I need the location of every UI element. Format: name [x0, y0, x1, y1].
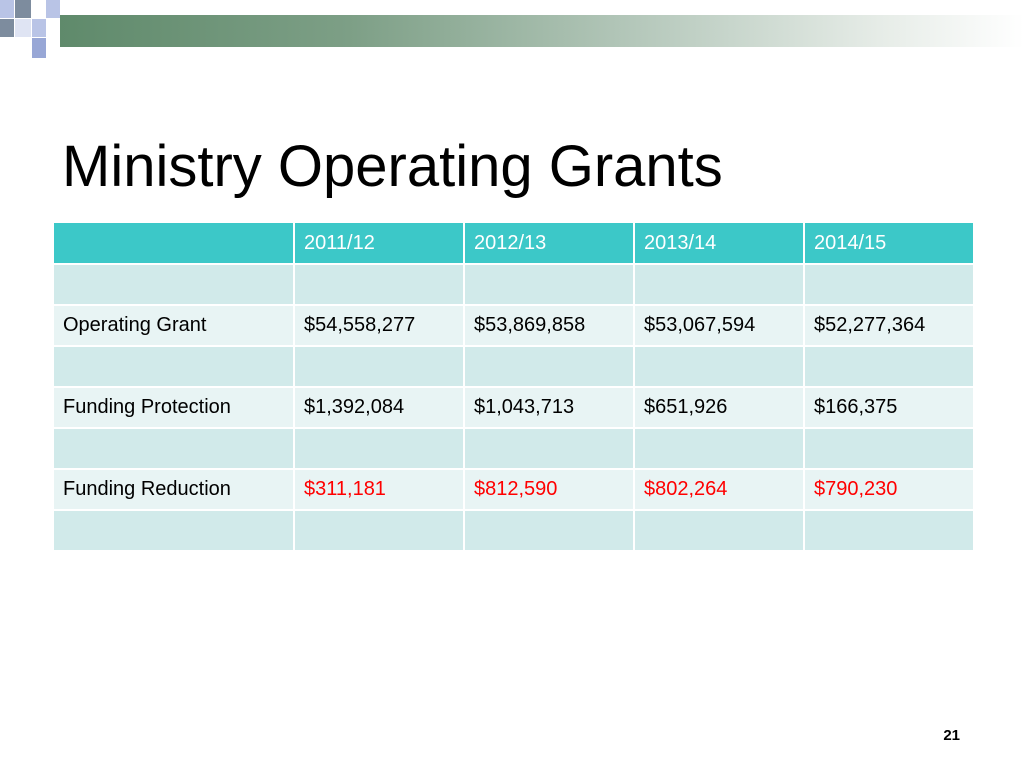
table-cell: [803, 509, 975, 552]
value-cell: $1,043,713: [463, 386, 635, 429]
negative-value-cell: $311,181: [293, 468, 465, 511]
value-cell: $166,375: [803, 386, 975, 429]
value-cell: $52,277,364: [803, 304, 975, 347]
value-cell: $651,926: [633, 386, 805, 429]
table-cell: [52, 345, 295, 388]
header-cell-2014-15: 2014/15: [803, 221, 975, 265]
corner-decoration-square: [15, 19, 31, 37]
corner-decoration-square: [32, 0, 46, 18]
value-cell: $53,067,594: [633, 304, 805, 347]
table-cell: [463, 427, 635, 470]
header-cell-blank: [52, 221, 295, 265]
table-cell: [633, 345, 805, 388]
table-cell: [803, 263, 975, 306]
table-cell: [633, 427, 805, 470]
corner-decoration-square: [32, 19, 46, 37]
table-row-spacer: [52, 263, 975, 306]
row-label-cell: Funding Protection: [52, 386, 295, 429]
corner-decoration-square: [32, 38, 46, 58]
header-gradient-bar: [60, 15, 1024, 47]
value-cell: $1,392,084: [293, 386, 465, 429]
table-cell: [463, 263, 635, 306]
table-row-funding-reduction: Funding Reduction $311,181 $812,590 $802…: [52, 468, 975, 511]
table-cell: [293, 509, 465, 552]
header-cell-2011-12: 2011/12: [293, 221, 465, 265]
negative-value-cell: $812,590: [463, 468, 635, 511]
table-cell: [52, 509, 295, 552]
negative-value-cell: $802,264: [633, 468, 805, 511]
value-cell: $54,558,277: [293, 304, 465, 347]
corner-decoration-square: [0, 19, 14, 37]
table-cell: [463, 509, 635, 552]
table-cell: [293, 427, 465, 470]
corner-decoration-square: [46, 0, 60, 18]
table-cell: [803, 427, 975, 470]
table-cell: [52, 427, 295, 470]
negative-value-cell: $790,230: [803, 468, 975, 511]
row-label-cell: Operating Grant: [52, 304, 295, 347]
slide-title: Ministry Operating Grants: [62, 134, 723, 199]
value-cell: $53,869,858: [463, 304, 635, 347]
table-row-operating-grant: Operating Grant $54,558,277 $53,869,858 …: [52, 304, 975, 347]
table-cell: [293, 263, 465, 306]
table-row-funding-protection: Funding Protection $1,392,084 $1,043,713…: [52, 386, 975, 429]
table-row-spacer: [52, 427, 975, 470]
table-row-spacer: [52, 509, 975, 552]
row-label-cell: Funding Reduction: [52, 468, 295, 511]
table-cell: [633, 509, 805, 552]
corner-decoration-square: [46, 19, 60, 37]
grants-table: 2011/12 2012/13 2013/14 2014/15 Operatin…: [52, 221, 975, 552]
table-header-row: 2011/12 2012/13 2013/14 2014/15: [52, 221, 975, 265]
header-cell-2012-13: 2012/13: [463, 221, 635, 265]
header-cell-2013-14: 2013/14: [633, 221, 805, 265]
corner-decoration-square: [15, 0, 31, 18]
table-cell: [633, 263, 805, 306]
table-cell: [52, 263, 295, 306]
table-row-spacer: [52, 345, 975, 388]
table-cell: [463, 345, 635, 388]
corner-decoration-square: [0, 0, 14, 18]
page-number: 21: [943, 727, 960, 744]
table-cell: [293, 345, 465, 388]
table-cell: [803, 345, 975, 388]
